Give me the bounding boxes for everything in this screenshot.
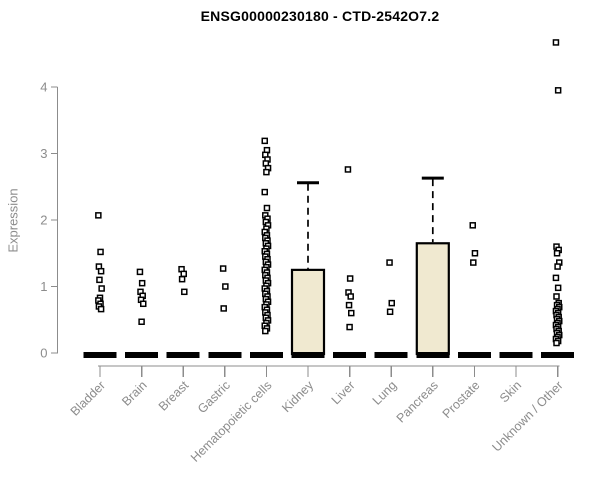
median-zero-bar <box>457 351 491 359</box>
data-point <box>97 267 105 275</box>
data-point <box>345 301 353 309</box>
data-point <box>552 274 560 282</box>
y-tick-label: 3 <box>40 146 47 161</box>
data-point <box>470 259 477 266</box>
data-point <box>96 276 103 284</box>
x-tick-label: Skin <box>497 378 524 405</box>
x-tick-label: Prostate <box>440 378 483 421</box>
median-zero-bar <box>166 351 200 359</box>
box <box>415 242 450 356</box>
data-point <box>222 283 229 290</box>
data-point <box>554 284 562 292</box>
data-point <box>471 250 479 257</box>
median-zero-bar <box>83 351 117 359</box>
x-tick-label: Unknown / Other <box>489 378 565 454</box>
median-zero-bar <box>499 351 533 359</box>
x-tick-label: Liver <box>329 378 358 407</box>
x-tick-label: Bladder <box>68 378 108 418</box>
data-point <box>344 166 352 173</box>
median-zero-bar <box>374 351 408 359</box>
data-point <box>136 268 144 276</box>
x-tick-label: Hematopoietic cells <box>188 378 275 465</box>
y-tick-label: 4 <box>40 80 47 95</box>
data-point <box>553 293 560 300</box>
data-point <box>97 248 104 256</box>
chart-title: ENSG00000230180 - CTD-2542O7.2 <box>200 8 440 24</box>
data-point <box>263 204 271 212</box>
data-point <box>138 318 145 325</box>
x-tick-label: Lung <box>370 378 400 408</box>
data-point <box>220 305 227 312</box>
x-tick-label: Brain <box>119 378 150 409</box>
data-point <box>181 288 188 296</box>
data-point <box>386 308 394 316</box>
data-point <box>348 309 355 317</box>
x-tick-label: Pancreas <box>394 378 441 425</box>
data-point <box>469 222 476 229</box>
x-tick-label: Kidney <box>279 378 316 415</box>
data-point <box>219 265 227 272</box>
median-zero-bar <box>249 351 283 359</box>
y-tick-label: 0 <box>40 346 47 361</box>
median-zero-bar <box>208 351 242 359</box>
data-point <box>346 275 354 282</box>
data-point <box>97 305 105 313</box>
x-tick-label: Gastric <box>195 378 233 416</box>
data-point <box>553 339 560 347</box>
median-zero-bar <box>416 351 450 359</box>
x-tick-label: Breast <box>156 378 192 414</box>
data-point <box>554 87 562 94</box>
data-point <box>346 323 353 331</box>
data-point <box>178 275 186 283</box>
data-point <box>262 327 269 335</box>
y-tick-label: 2 <box>40 213 47 228</box>
data-point <box>261 188 268 196</box>
median-zero-bar <box>291 351 325 359</box>
data-point <box>180 270 187 278</box>
data-point <box>347 293 354 300</box>
median-zero-bar <box>125 351 159 359</box>
data-point <box>95 212 102 219</box>
data-point <box>552 39 560 46</box>
median-zero-bar <box>333 351 367 359</box>
data-point <box>554 263 561 270</box>
box <box>290 268 326 356</box>
median-zero-bar <box>541 351 575 359</box>
data-point <box>261 137 268 145</box>
data-point <box>553 250 561 257</box>
data-point <box>98 285 105 292</box>
data-point <box>386 259 393 266</box>
data-point <box>140 300 147 308</box>
data-point <box>138 279 146 287</box>
data-point <box>263 168 270 176</box>
data-point <box>388 299 395 307</box>
y-tick-label: 1 <box>40 279 47 294</box>
